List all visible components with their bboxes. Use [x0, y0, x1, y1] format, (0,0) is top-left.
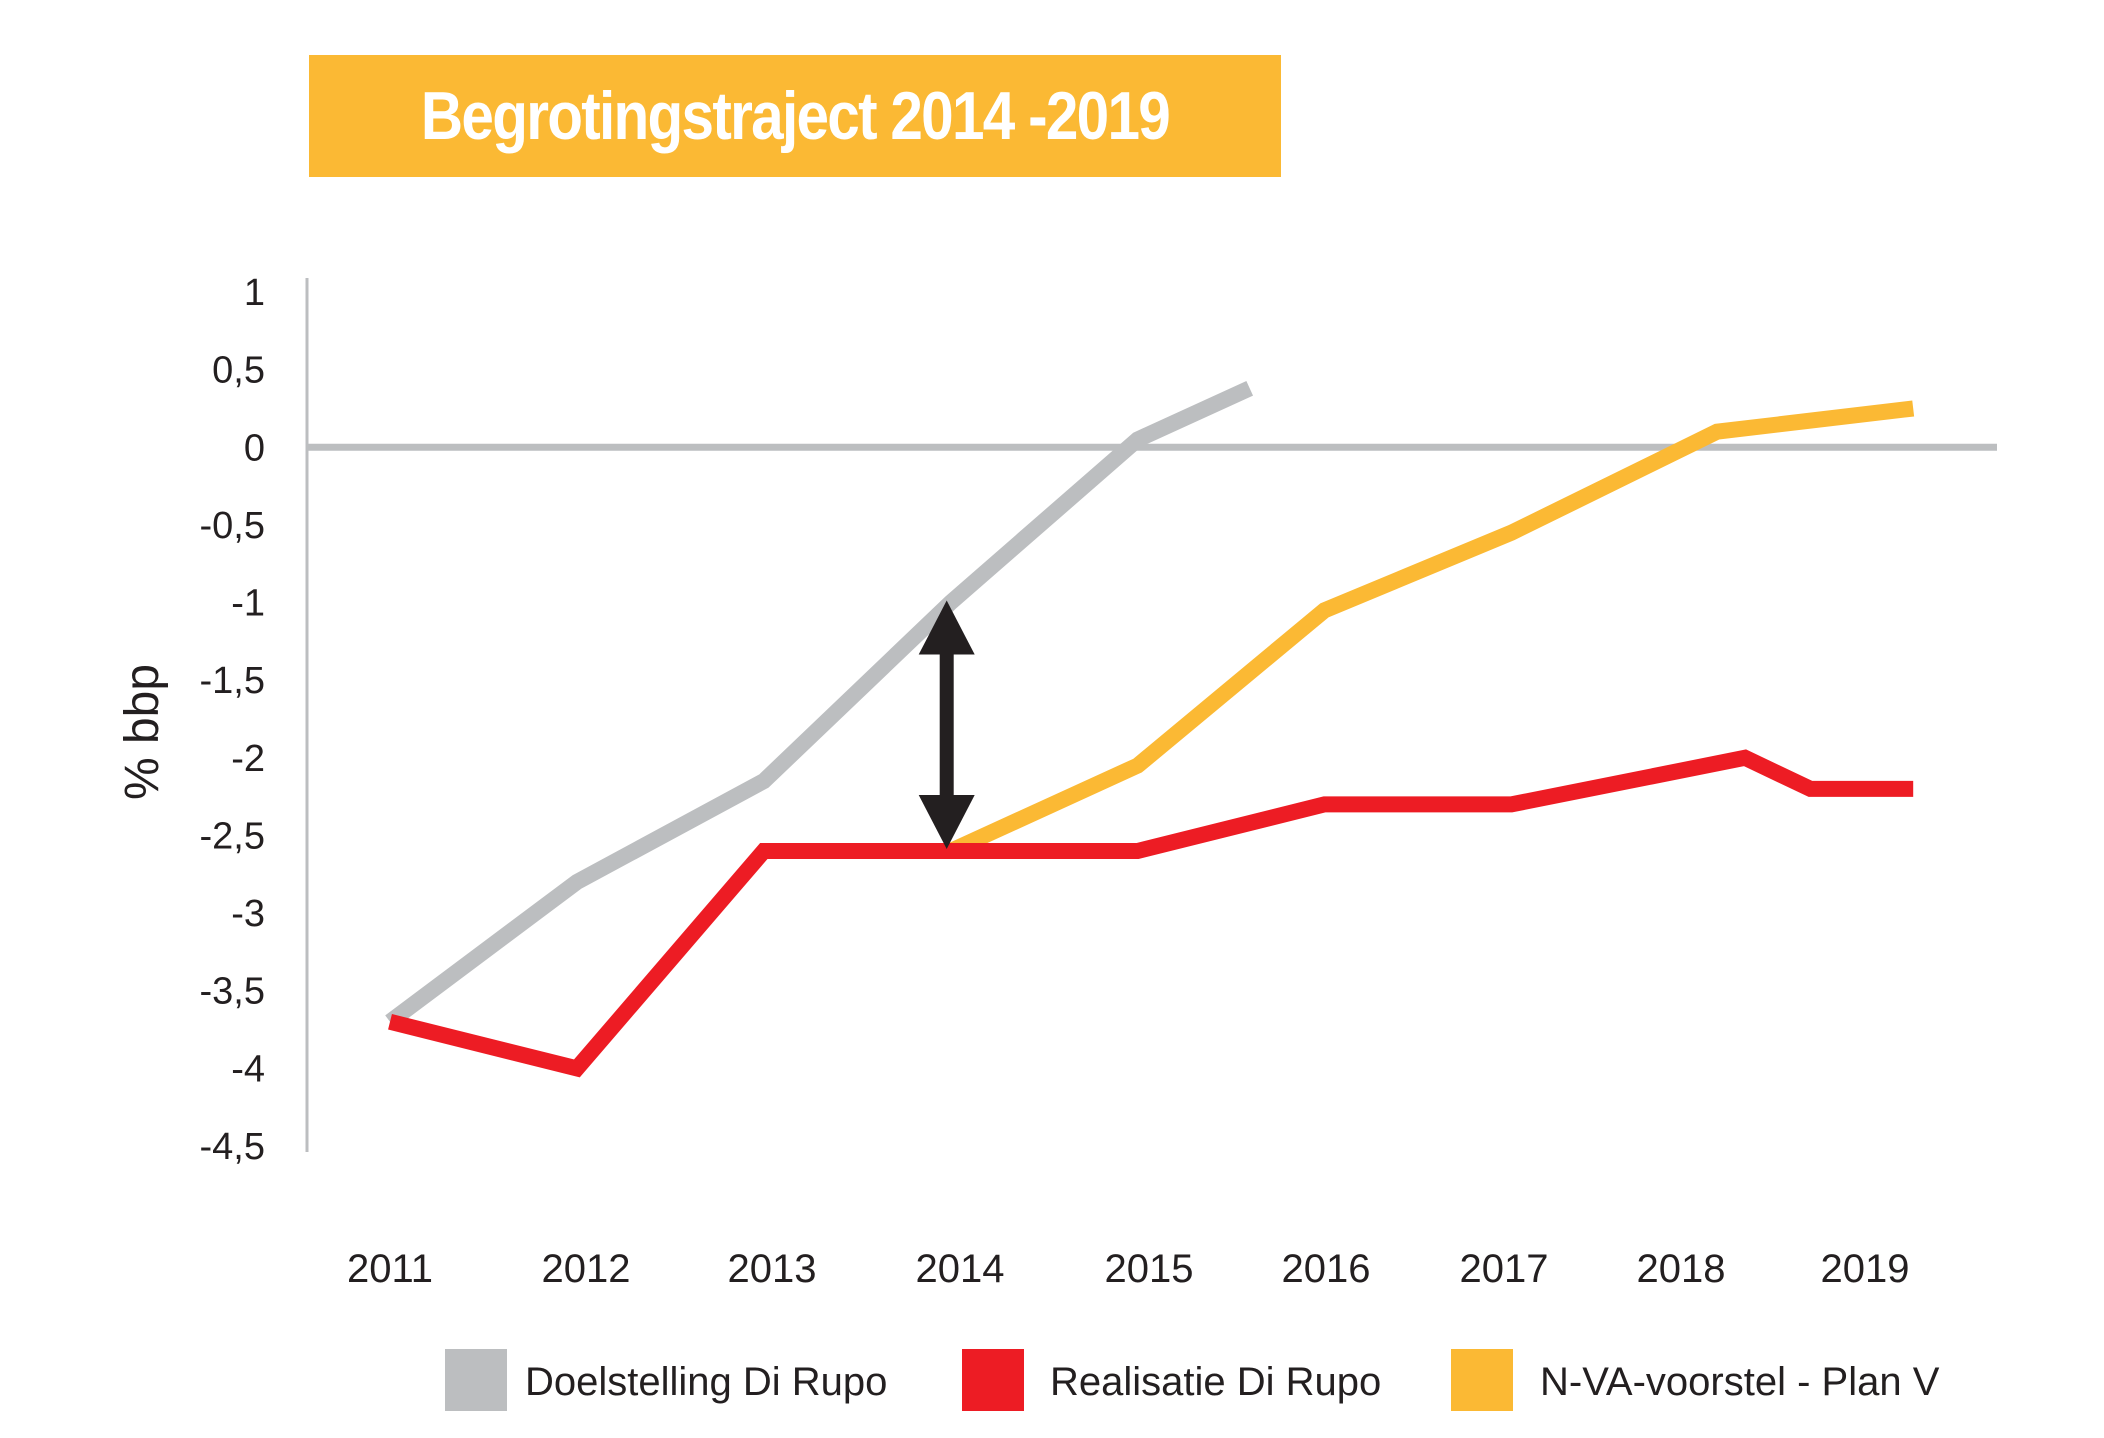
y-tick-label: 0,5 — [212, 350, 265, 392]
x-tick-label: 2019 — [1821, 1247, 1910, 1291]
legend: Doelstelling Di Rupo Realisatie Di Rupo N-… — [445, 1349, 1940, 1411]
arrow-head-up — [918, 600, 975, 655]
x-tick-label: 2016 — [1282, 1247, 1371, 1291]
series-line-n-va-voorstel-plan-v — [947, 400, 1915, 859]
x-tick-label: 2017 — [1460, 1247, 1549, 1291]
series-line-doelstelling-di-rupo — [385, 381, 1254, 1029]
y-tick-label: -1 — [231, 583, 265, 625]
axes: 1 0,5 0 -0,5 -1 -1,5 -2 -2,5 -3 -3,5 -4 -4,5 2011 201… — [200, 272, 1997, 1291]
y-tick-label: -4,5 — [200, 1126, 265, 1168]
arrow-head-down — [918, 794, 975, 849]
chart-title: Begrotingstraject 2014 -2019 — [420, 78, 1171, 154]
y-tick-label: -2 — [231, 738, 265, 780]
x-tick-label: 2015 — [1105, 1247, 1194, 1291]
x-tick-label: 2013 — [728, 1247, 817, 1291]
legend-label: N-VA-voorstel - Plan V — [1540, 1360, 1940, 1404]
legend-swatch — [445, 1349, 507, 1411]
y-tick-label: -4 — [231, 1048, 265, 1090]
series-line-realisatie-di-rupo — [388, 749, 1914, 1078]
x-tick-label: 2012 — [542, 1247, 631, 1291]
y-tick-label: -0,5 — [200, 505, 265, 547]
legend-label: Doelstelling Di Rupo — [525, 1360, 887, 1404]
series-lines — [385, 381, 1915, 1078]
legend-swatch — [1451, 1349, 1513, 1411]
y-tick-label: -3,5 — [200, 971, 265, 1013]
y-tick-label: 0 — [244, 427, 265, 469]
x-tick-label: 2014 — [916, 1247, 1005, 1291]
chart-title-banner: Begrotingstraject 2014 -2019 — [309, 55, 1281, 177]
legend-swatch — [962, 1349, 1024, 1411]
x-tick-label: 2018 — [1637, 1247, 1726, 1291]
y-tick-label: 1 — [244, 272, 265, 314]
x-tick-label: 2011 — [347, 1247, 433, 1291]
y-tick-label: -2,5 — [200, 815, 265, 857]
annotation — [918, 600, 975, 849]
y-tick-label: -1,5 — [200, 660, 265, 702]
legend-label: Realisatie Di Rupo — [1050, 1360, 1381, 1404]
y-axis-label: % bbp — [116, 664, 169, 800]
y-tick-label: -3 — [231, 893, 265, 935]
